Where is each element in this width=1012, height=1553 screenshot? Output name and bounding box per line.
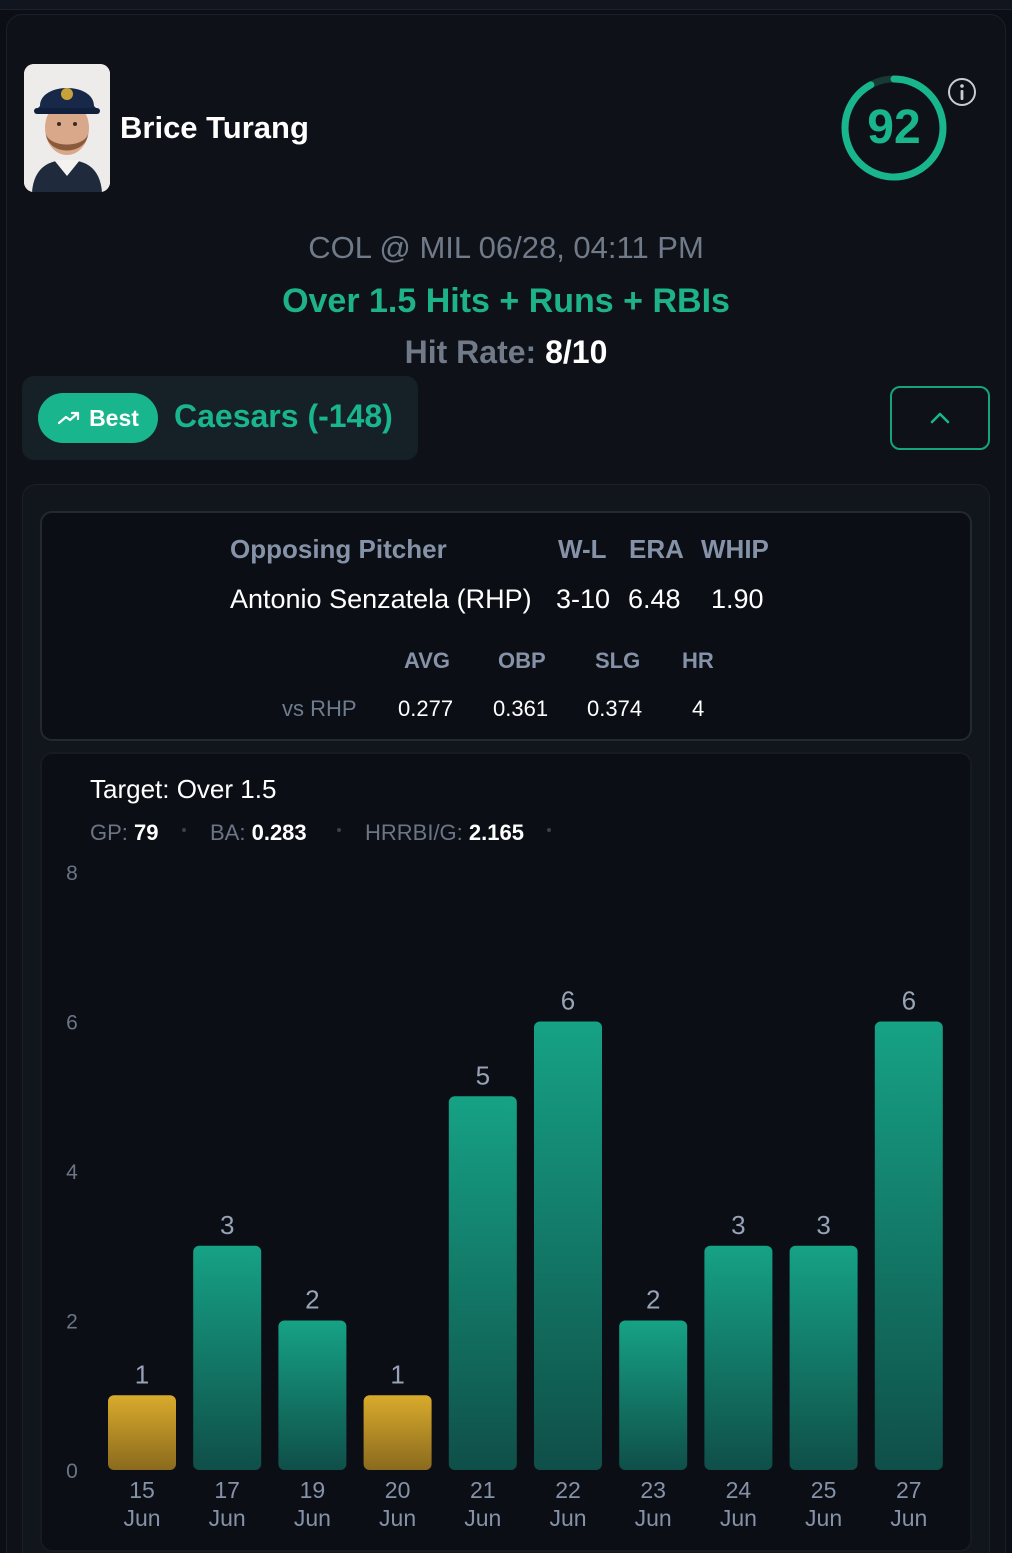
stat-gp-value: 79	[134, 820, 159, 845]
x-tick-label: 23	[640, 1477, 666, 1503]
trending-up-icon	[57, 411, 80, 425]
bar	[619, 1320, 688, 1470]
pitcher-header-era: ERA	[629, 534, 684, 564]
y-tick-label: 8	[66, 862, 78, 885]
bar-value-label: 5	[476, 1060, 490, 1090]
game-log-bar-chart: 02468115Jun317Jun219Jun120Jun521Jun622Ju…	[66, 862, 943, 1531]
x-tick-label: 20	[385, 1477, 411, 1503]
bar-value-label: 1	[390, 1359, 404, 1389]
split-header-avg: AVG	[404, 648, 451, 673]
bar	[534, 1021, 602, 1470]
bar	[448, 1096, 517, 1470]
stat-gp-label: GP:	[90, 820, 128, 845]
player-headshot-icon	[24, 64, 110, 192]
stat-ba-value: 0.283	[251, 820, 307, 845]
x-tick-label: Jun	[890, 1505, 927, 1531]
split-obp: 0.361	[493, 696, 549, 721]
pitcher-panel	[40, 511, 972, 741]
bar	[193, 1245, 262, 1470]
x-tick-label: 25	[811, 1477, 837, 1503]
player-name: Brice Turang	[120, 110, 309, 145]
separator-dot	[547, 828, 551, 832]
x-tick-label: 27	[896, 1477, 922, 1503]
pitcher-header-whip: WHIP	[701, 534, 769, 564]
x-tick-label: Jun	[294, 1505, 331, 1531]
top-bar	[0, 0, 1012, 10]
book-name: Caesars (-148)	[174, 398, 393, 434]
x-tick-label: Jun	[209, 1505, 246, 1531]
stat-ba: BA: 0.283	[210, 820, 307, 846]
bar-value-label: 3	[220, 1210, 234, 1240]
pitcher-whip: 1.90	[711, 584, 764, 614]
pitcher-header-wl: W-L	[558, 534, 607, 564]
bar-value-label: 2	[305, 1285, 319, 1315]
separator-dot	[337, 828, 341, 832]
x-tick-label: 21	[470, 1477, 496, 1503]
hit-rate-label: Hit Rate:	[404, 334, 537, 370]
bar	[704, 1245, 773, 1470]
stat-ba-label: BA:	[210, 820, 246, 845]
pitcher-header-name: Opposing Pitcher	[230, 534, 447, 564]
split-slg: 0.374	[587, 696, 643, 721]
x-tick-label: Jun	[549, 1505, 586, 1531]
bar-value-label: 3	[731, 1210, 745, 1240]
chevron-up-icon	[930, 412, 950, 424]
y-tick-label: 4	[66, 1161, 78, 1184]
prop-line: Over 1.5 Hits + Runs + RBIs	[282, 282, 730, 320]
stat-hrrbi: HRRBI/G: 2.165	[365, 820, 524, 846]
x-tick-label: Jun	[379, 1505, 416, 1531]
y-tick-label: 0	[66, 1460, 78, 1483]
x-tick-label: 24	[726, 1477, 752, 1503]
split-header-slg: SLG	[595, 648, 641, 673]
split-hr: 4	[692, 696, 705, 721]
y-tick-label: 2	[66, 1311, 78, 1334]
bar-value-label: 1	[135, 1359, 149, 1389]
pitcher-name: Antonio Senzatela (RHP)	[230, 584, 532, 614]
info-circle-icon[interactable]	[946, 76, 978, 108]
game-matchup: COL @ MIL 06/28, 04:11 PM	[308, 230, 704, 265]
bar	[789, 1245, 858, 1470]
best-book[interactable]: Best Caesars (-148)	[22, 376, 418, 460]
bar	[363, 1395, 432, 1470]
x-tick-label: 22	[555, 1477, 581, 1503]
split-header-obp: OBP	[498, 648, 546, 673]
bar	[278, 1320, 347, 1470]
y-tick-label: 6	[66, 1012, 78, 1035]
x-tick-label: 15	[129, 1477, 155, 1503]
score-value: 92	[867, 101, 921, 154]
target-line: Target: Over 1.5	[90, 774, 277, 804]
bar-value-label: 3	[816, 1210, 830, 1240]
stat-hrrbi-value: 2.165	[468, 820, 524, 845]
stat-gp: GP: 79	[90, 820, 159, 846]
separator-dot	[182, 828, 186, 832]
x-tick-label: Jun	[635, 1505, 672, 1531]
x-tick-label: Jun	[805, 1505, 842, 1531]
bar	[874, 1021, 943, 1470]
bar-value-label: 6	[902, 986, 916, 1016]
best-badge: Best	[38, 393, 158, 443]
x-tick-label: Jun	[720, 1505, 757, 1531]
hit-rate: Hit Rate: 8/10	[0, 334, 1012, 371]
bar-value-label: 2	[646, 1285, 660, 1315]
stat-hrrbi-label: HRRBI/G:	[365, 820, 463, 845]
pitcher-era: 6.48	[628, 584, 681, 614]
score-ring	[841, 75, 947, 181]
bar	[108, 1395, 176, 1470]
x-tick-label: Jun	[123, 1505, 160, 1531]
split-label: vs RHP	[282, 696, 357, 721]
pitcher-wl: 3-10	[556, 584, 611, 614]
x-tick-label: 19	[300, 1477, 326, 1503]
player-avatar	[24, 64, 110, 192]
collapse-button[interactable]	[890, 386, 990, 450]
split-avg: 0.277	[398, 696, 454, 721]
best-label: Best	[89, 404, 139, 431]
bar-value-label: 6	[561, 986, 575, 1016]
x-tick-label: 17	[214, 1477, 240, 1503]
hit-rate-value: 8/10	[545, 334, 608, 370]
split-header-hr: HR	[682, 648, 714, 673]
x-tick-label: Jun	[464, 1505, 501, 1531]
